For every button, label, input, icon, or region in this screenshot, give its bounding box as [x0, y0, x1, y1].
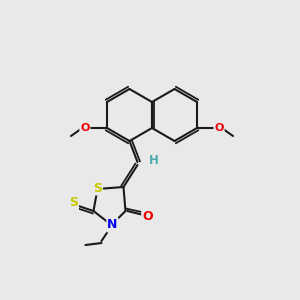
Text: O: O [142, 209, 153, 223]
Text: O: O [214, 123, 224, 133]
Text: O: O [80, 123, 90, 133]
Text: N: N [107, 218, 118, 232]
Text: S: S [69, 196, 78, 209]
Text: H: H [148, 154, 158, 166]
Text: S: S [93, 182, 102, 194]
